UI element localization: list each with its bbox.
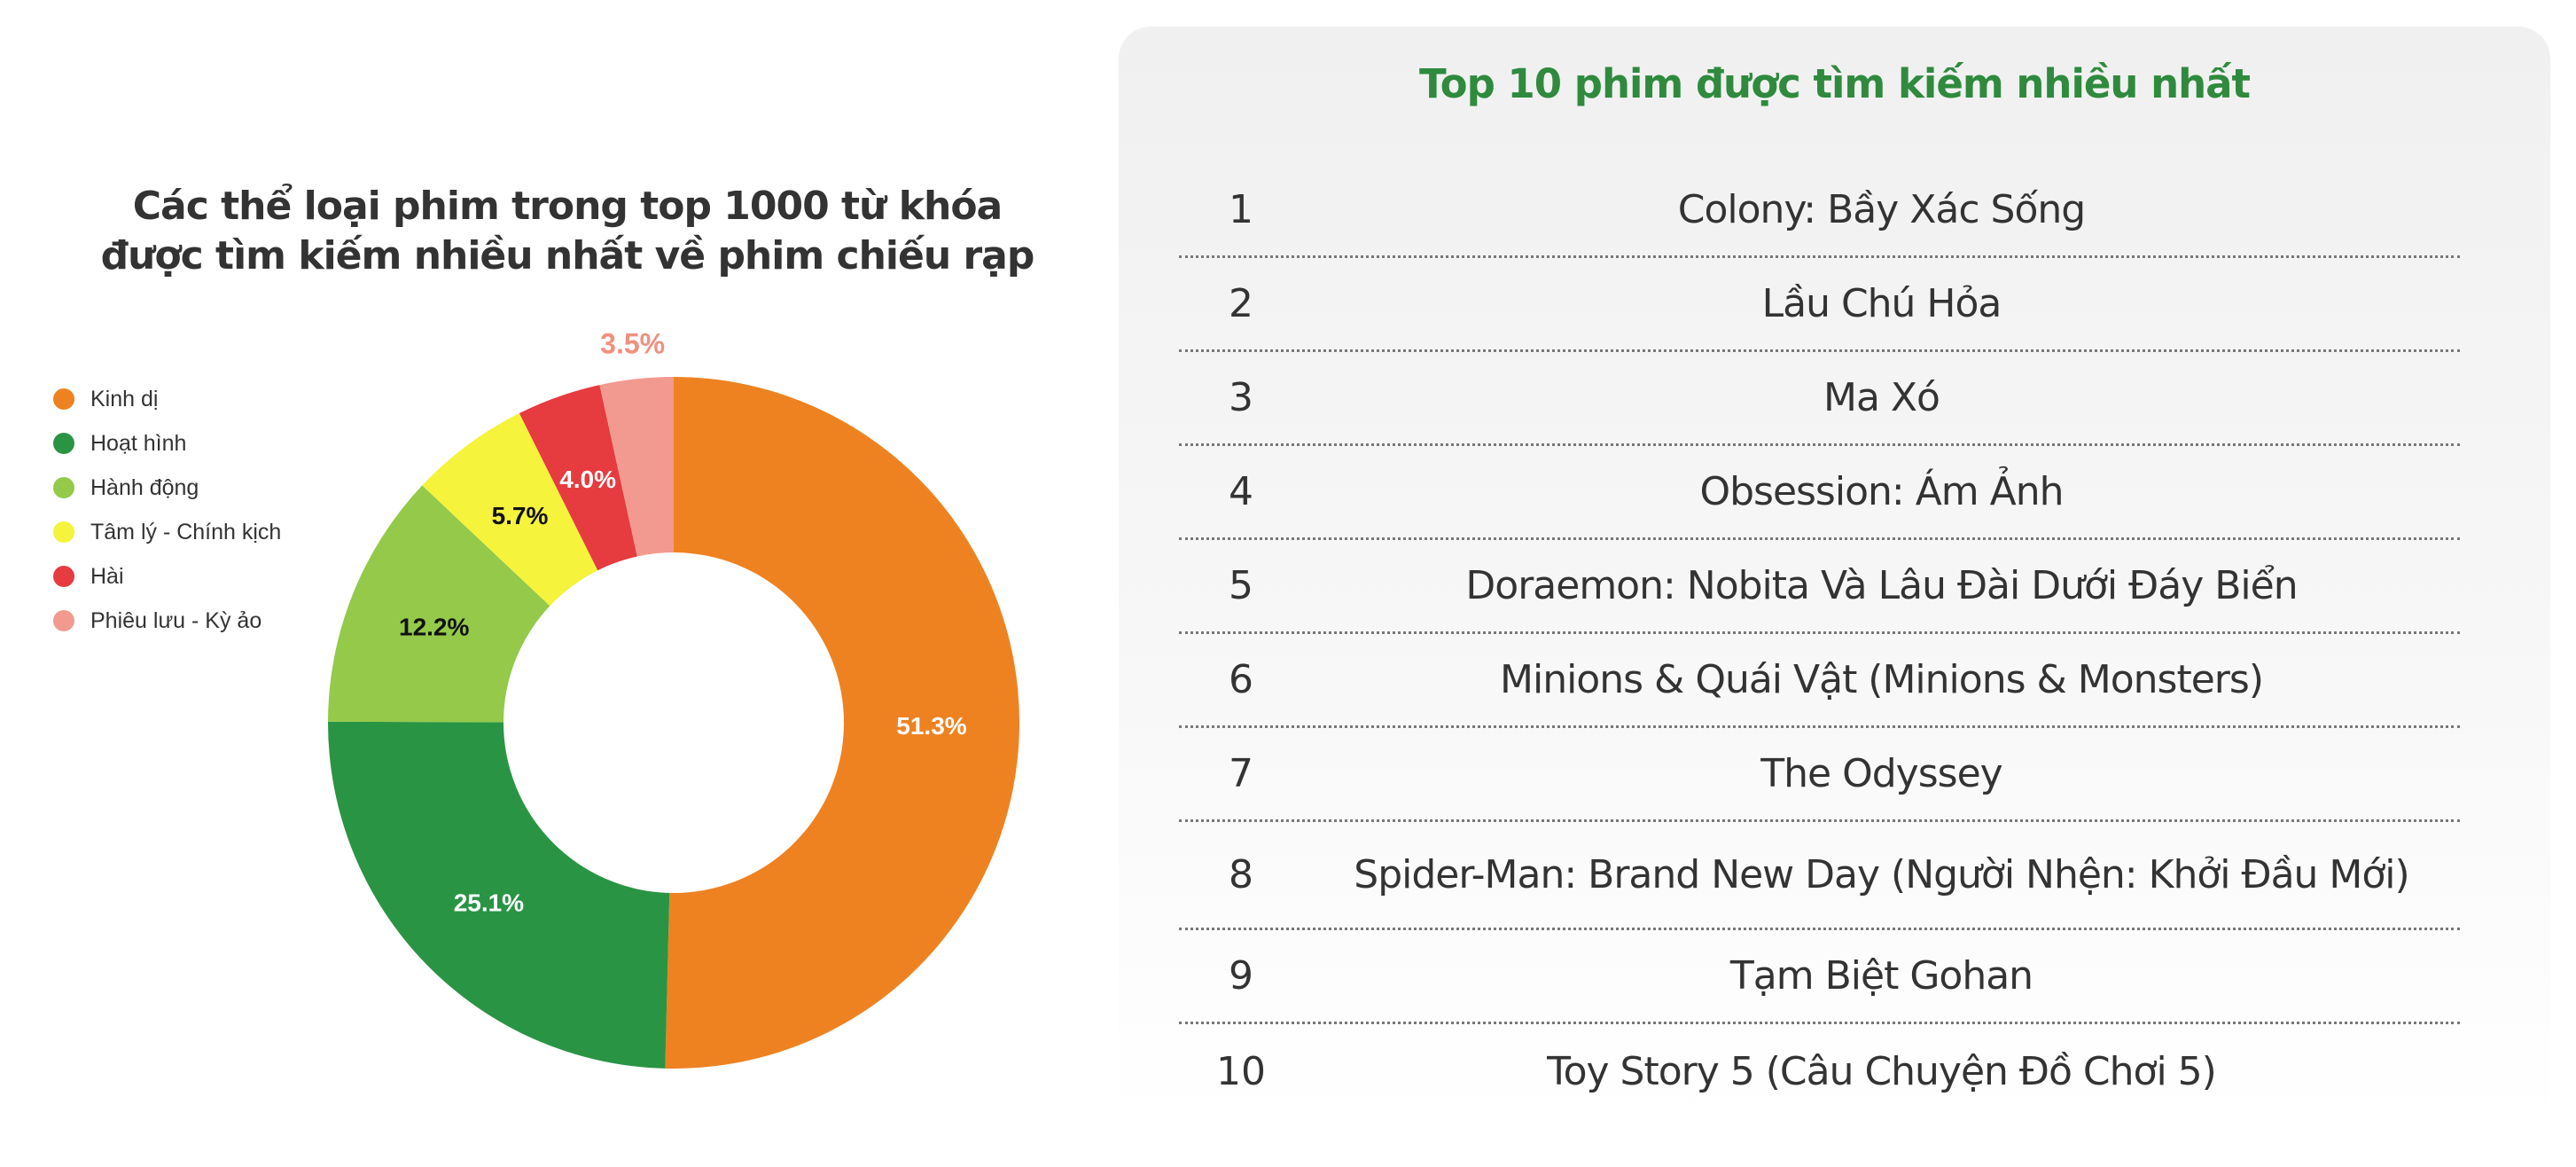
legend-label: Hài xyxy=(90,563,124,589)
legend-item: Phiêu lưu - Kỳ ảo xyxy=(53,599,281,643)
slice-data-label: 25.1% xyxy=(454,889,524,916)
movie-title: Lầu Chú Hỏa xyxy=(1761,281,2002,326)
list-item: 10 Toy Story 5 (Câu Chuyện Đồ Chơi 5) xyxy=(1179,1024,2460,1118)
rank-number: 6 xyxy=(1229,657,1253,702)
list-item: 9 Tạm Biệt Gohan xyxy=(1179,930,2460,1024)
donut-slice xyxy=(328,485,550,723)
legend-label: Hành động xyxy=(90,474,199,500)
chart-title: Các thể loại phim trong top 1000 từ khóa… xyxy=(71,182,1064,281)
movie-title: Ma Xó xyxy=(1823,375,1940,420)
slice-data-label: 5.7% xyxy=(492,502,549,529)
legend-item: Hành động xyxy=(53,466,281,510)
movie-title: Minions & Quái Vật (Minions & Monsters) xyxy=(1500,657,2264,702)
legend-item: Hoạt hình xyxy=(53,421,281,466)
slice-data-label: 12.2% xyxy=(399,614,469,641)
legend-item: Tâm lý - Chính kịch xyxy=(53,510,281,554)
slice-data-label: 4.0% xyxy=(559,466,616,493)
movie-title: Tạm Biệt Gohan xyxy=(1729,953,2033,999)
rank-number: 9 xyxy=(1229,953,1253,999)
top-movies-title: Top 10 phim được tìm kiếm nhiều nhất xyxy=(1418,60,2251,107)
chart-title-line-2: được tìm kiếm nhiều nhất về phim chiếu r… xyxy=(100,233,1035,278)
legend-label: Phiêu lưu - Kỳ ảo xyxy=(90,607,262,633)
movie-title: Colony: Bầy Xác Sống xyxy=(1677,187,2086,232)
list-item: 6 Minions & Quái Vật (Minions & Monsters… xyxy=(1179,634,2460,728)
movie-title: Doraemon: Nobita Và Lâu Đài Dưới Đáy Biể… xyxy=(1465,563,2298,608)
donut-slice xyxy=(599,377,674,557)
movie-title: Toy Story 5 (Câu Chuyện Đồ Chơi 5) xyxy=(1547,1048,2217,1094)
rank-number: 2 xyxy=(1229,281,1253,326)
movie-title: Spider-Man: Brand New Day (Người Nhện: K… xyxy=(1354,852,2409,897)
legend-swatch xyxy=(53,477,74,498)
list-item: 7 The Odyssey xyxy=(1179,728,2460,822)
rank-number: 8 xyxy=(1229,852,1253,897)
donut-slice xyxy=(328,721,670,1069)
rank-number: 1 xyxy=(1229,187,1253,232)
legend-item: Hài xyxy=(53,554,281,599)
list-item: 3 Ma Xó xyxy=(1179,352,2460,446)
movie-title: The Odyssey xyxy=(1760,751,2002,796)
chart-title-line-1: Các thể loại phim trong top 1000 từ khóa xyxy=(132,184,1003,229)
list-item: 4 Obsession: Ám Ảnh xyxy=(1179,446,2460,540)
movie-title: Obsession: Ám Ảnh xyxy=(1699,469,2064,514)
legend-swatch xyxy=(53,610,74,631)
legend-item: Kinh dị xyxy=(53,377,281,421)
rank-number: 10 xyxy=(1216,1048,1266,1094)
legend-label: Kinh dị xyxy=(90,386,159,411)
donut-slice xyxy=(519,385,637,571)
list-item: 5 Doraemon: Nobita Và Lâu Đài Dưới Đáy B… xyxy=(1179,540,2460,634)
legend-label: Hoạt hình xyxy=(90,430,187,456)
list-item: 1 Colony: Bầy Xác Sống xyxy=(1179,164,2460,258)
donut-slice xyxy=(422,413,598,607)
top-movies-list: 1 Colony: Bầy Xác Sống 2 Lầu Chú Hỏa 3 M… xyxy=(1179,164,2460,1118)
legend-swatch xyxy=(53,433,74,454)
donut-slice xyxy=(665,377,1019,1069)
legend-swatch xyxy=(53,388,74,410)
rank-number: 3 xyxy=(1229,375,1253,420)
rank-number: 7 xyxy=(1229,751,1253,796)
list-item: 8 Spider-Man: Brand New Day (Người Nhện:… xyxy=(1179,822,2460,930)
slice-data-label: 3.5% xyxy=(600,328,665,360)
rank-number: 5 xyxy=(1229,563,1253,608)
genre-chart-panel: Các thể loại phim trong top 1000 từ khóa… xyxy=(0,0,1099,1167)
list-item: 2 Lầu Chú Hỏa xyxy=(1179,258,2460,352)
top-movies-panel: Top 10 phim được tìm kiếm nhiều nhất 1 C… xyxy=(1119,27,2550,1126)
donut-chart: 51.3% 25.1% 12.2% 5.7% 4.0% 3.5% xyxy=(328,328,1019,1069)
legend-label: Tâm lý - Chính kịch xyxy=(90,519,282,544)
legend-swatch xyxy=(53,521,74,543)
slice-data-label: 51.3% xyxy=(896,712,966,740)
rank-number: 4 xyxy=(1229,469,1253,514)
chart-legend: Kinh dị Hoạt hình Hành động Tâm lý - Chí… xyxy=(53,377,281,643)
legend-swatch xyxy=(53,566,74,587)
